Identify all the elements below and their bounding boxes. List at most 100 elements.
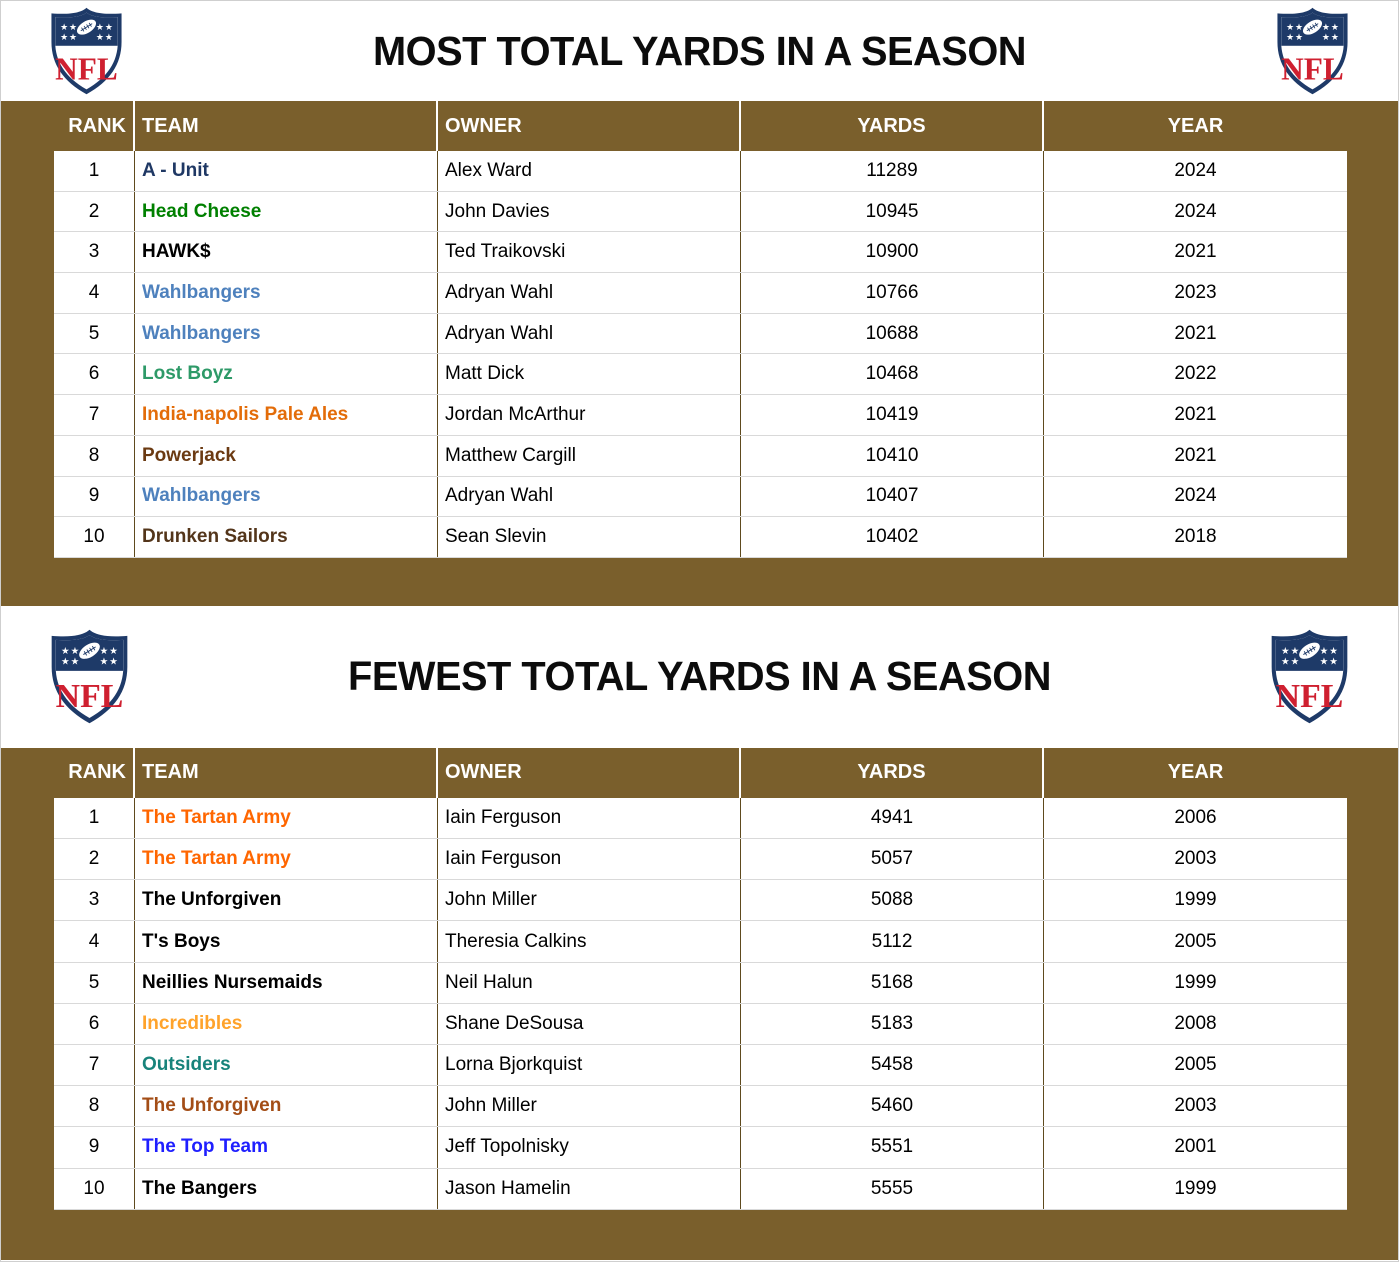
column-header-owner: OWNER [438, 747, 741, 798]
owner-cell: Sean Slevin [438, 517, 741, 557]
rank-cell: 2 [54, 191, 135, 232]
team-cell: The Top Team [135, 1127, 438, 1168]
owner-cell: Shane DeSousa [438, 1003, 741, 1044]
table-body-wrapper: 1 The Tartan Army Iain Ferguson 4941 200… [1, 797, 1398, 1260]
fewest-yards-section: FEWEST TOTAL YARDS IN A SEASON RANK TEAM… [1, 605, 1398, 1260]
team-cell: The Tartan Army [135, 797, 438, 839]
year-cell: 2021 [1174, 322, 1217, 344]
year-cell: 2024 [1174, 159, 1217, 181]
team-cell: Wahlbangers [135, 476, 438, 517]
table-row: 10 The Bangers Jason Hamelin 5555 1999 [54, 1168, 1347, 1210]
column-header-row: RANK TEAM OWNER YARDS YEAR [1, 747, 1398, 798]
rank-cell: 7 [54, 395, 135, 435]
table-row: 1 The Tartan Army Iain Ferguson 4941 200… [54, 797, 1347, 840]
owner-cell: Ted Traikovski [438, 232, 741, 273]
rank-cell: 7 [54, 1045, 135, 1086]
rank-cell: 6 [54, 354, 135, 395]
table-row: 3 HAWK$ Ted Traikovski 10900 2021 [54, 232, 1347, 274]
yards-cell: 11289 [741, 151, 1044, 191]
yards-cell: 10468 [741, 354, 1044, 395]
rank-cell: 2 [54, 839, 135, 880]
team-cell: T's Boys [135, 921, 438, 962]
table-row: 9 Wahlbangers Adryan Wahl 10407 2024 [54, 476, 1347, 518]
owner-cell: Jason Hamelin [438, 1168, 741, 1209]
nfl-logo-icon [49, 629, 130, 724]
yards-cell: 10410 [741, 435, 1044, 476]
nfl-logo-icon [1269, 629, 1350, 724]
year-cell: 1999 [1174, 971, 1217, 993]
owner-cell: John Miller [438, 880, 741, 921]
year-cell: 2021 [1174, 241, 1217, 263]
column-header-rank: RANK [1, 101, 135, 151]
column-header-year: YEAR [1167, 761, 1224, 784]
table-row: 7 India-napolis Pale Ales Jordan McArthu… [54, 395, 1347, 436]
table-row: 10 Drunken Sailors Sean Slevin 10402 201… [54, 517, 1347, 558]
table-row: 8 Powerjack Matthew Cargill 10410 2021 [54, 435, 1347, 477]
table-row: 5 Wahlbangers Adryan Wahl 10688 2021 [54, 313, 1347, 355]
rank-cell: 3 [54, 880, 135, 921]
owner-cell: Theresia Calkins [438, 921, 741, 962]
table-row: 7 Outsiders Lorna Bjorkquist 5458 2005 [54, 1045, 1347, 1087]
rank-cell: 3 [54, 232, 135, 273]
yards-cell: 5168 [741, 962, 1044, 1003]
team-cell: The Bangers [135, 1168, 438, 1209]
most-yards-section: MOST TOTAL YARDS IN A SEASON RANK TEAM O… [1, 1, 1398, 606]
yards-cell: 10407 [741, 476, 1044, 517]
rank-cell: 8 [54, 435, 135, 476]
year-cell: 2023 [1174, 281, 1217, 303]
table-row: 6 Lost Boyz Matt Dick 10468 2022 [54, 354, 1347, 396]
yards-cell: 10402 [741, 517, 1044, 557]
table-row: 9 The Top Team Jeff Topolnisky 5551 2001 [54, 1127, 1347, 1169]
table-row: 8 The Unforgiven John Miller 5460 2003 [54, 1086, 1347, 1128]
year-cell: 2008 [1174, 1012, 1217, 1034]
owner-cell: John Davies [438, 191, 741, 232]
header-filler [1347, 748, 1398, 798]
rank-cell: 10 [54, 517, 135, 557]
yards-cell: 5460 [741, 1086, 1044, 1127]
table-row: 6 Incredibles Shane DeSousa 5183 2008 [54, 1003, 1347, 1045]
table-rows: 1 The Tartan Army Iain Ferguson 4941 200… [54, 797, 1347, 1210]
year-cell: 2003 [1174, 1095, 1217, 1117]
team-cell: Drunken Sailors [135, 517, 438, 557]
column-header-yards: YARDS [741, 101, 1044, 151]
owner-cell: Matthew Cargill [438, 435, 741, 476]
year-cell: 2018 [1174, 526, 1217, 548]
year-cell: 2024 [1174, 485, 1217, 507]
title-row: MOST TOTAL YARDS IN A SEASON [1, 1, 1398, 101]
yards-cell: 4941 [741, 797, 1044, 839]
yards-cell: 5112 [741, 921, 1044, 962]
year-cell: 2022 [1174, 363, 1217, 385]
table-body-wrapper: 1 A - Unit Alex Ward 11289 2024 2 Head C… [1, 151, 1398, 606]
rank-cell: 1 [54, 797, 135, 839]
table-row: 4 Wahlbangers Adryan Wahl 10766 2023 [54, 273, 1347, 314]
column-header-team: TEAM [135, 101, 438, 151]
table-row: 2 Head Cheese John Davies 10945 2024 [54, 191, 1347, 233]
year-cell: 2001 [1174, 1136, 1217, 1158]
owner-cell: Alex Ward [438, 151, 741, 191]
yards-cell: 10900 [741, 232, 1044, 273]
team-cell: Head Cheese [135, 191, 438, 232]
year-cell: 2005 [1174, 1054, 1217, 1076]
team-cell: Powerjack [135, 435, 438, 476]
rank-cell: 9 [54, 476, 135, 517]
column-header-yards: YARDS [741, 747, 1044, 798]
team-cell: Outsiders [135, 1045, 438, 1086]
year-cell: 2006 [1174, 806, 1217, 828]
year-cell: 2003 [1174, 848, 1217, 870]
team-cell: Neillies Nursemaids [135, 962, 438, 1003]
owner-cell: John Miller [438, 1086, 741, 1127]
team-cell: A - Unit [135, 151, 438, 191]
table-row: 3 The Unforgiven John Miller 5088 1999 [54, 880, 1347, 922]
nfl-logo-icon [1275, 7, 1350, 95]
owner-cell: Adryan Wahl [438, 273, 741, 313]
rank-cell: 5 [54, 313, 135, 354]
team-cell: The Tartan Army [135, 839, 438, 880]
title-row: FEWEST TOTAL YARDS IN A SEASON [1, 605, 1398, 748]
rank-cell: 1 [54, 151, 135, 191]
rank-cell: 10 [54, 1168, 135, 1209]
owner-cell: Adryan Wahl [438, 313, 741, 354]
yards-cell: 10945 [741, 191, 1044, 232]
owner-cell: Matt Dick [438, 354, 741, 395]
team-cell: HAWK$ [135, 232, 438, 273]
table-row: 4 T's Boys Theresia Calkins 5112 2005 [54, 921, 1347, 963]
